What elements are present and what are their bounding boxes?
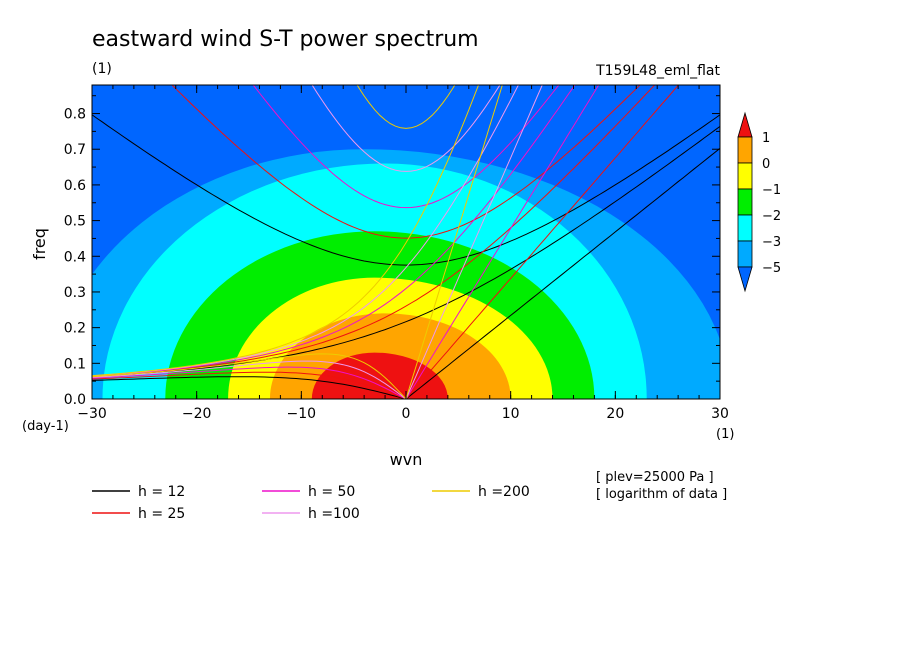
legend-label: h =200 [478, 484, 530, 500]
dispersion-curve-h200-0 [405, 85, 503, 399]
note-logarithm: [ logarithm of data ] [596, 487, 727, 502]
colorbar-top-triangle [737, 111, 753, 138]
colorbar-bottom-triangle [737, 266, 753, 293]
y-tick-label: 0.6 [64, 178, 86, 194]
dispersion-curve-h12-1 [92, 125, 720, 378]
x-tick-label: 30 [711, 406, 729, 422]
y-tick-label: 0.0 [64, 392, 86, 408]
y-tick-label: 0.8 [64, 107, 86, 123]
dispersion-curve-h100-1 [92, 85, 519, 377]
x-tick-label: 0 [402, 406, 411, 422]
x-ticks: −30 −20 −10 0 10 20 30 [77, 85, 729, 422]
experiment-label: T159L48_eml_flat [595, 63, 720, 79]
note-plev: [ plev=25000 Pa ] [596, 470, 714, 485]
dispersion-curve-h100-0 [405, 85, 543, 399]
dispersion-curve-h50-0 [405, 85, 600, 399]
dispersion-curve-h50-3 [252, 85, 560, 209]
colorbar-label: 1 [762, 131, 770, 146]
contour-region-6 [311, 352, 448, 399]
dispersion-curve-h25-2 [92, 371, 407, 399]
legend-label: h = 25 [138, 506, 185, 522]
dispersion-curve-h200-2 [92, 353, 407, 399]
dispersion-curve-h50-2 [92, 366, 407, 399]
units-label: (1) [92, 61, 112, 77]
y-tick-label: 0.7 [64, 142, 86, 158]
x-tick-label: −20 [182, 406, 212, 422]
y-ticks: 0.0 0.1 0.2 0.3 0.4 0.5 0.6 0.7 0.8 [64, 95, 720, 408]
colorbar-segment [737, 188, 753, 216]
colorbar-label: −3 [762, 235, 781, 250]
legend: h = 12 h = 25 h = 50 h =100 h =200 [92, 484, 530, 522]
y-tick-label: 0.4 [64, 249, 86, 265]
colorbar: 1 0 −1 −2 −3 −5 [737, 111, 781, 293]
x-tick-label: 20 [606, 406, 624, 422]
x-tick-label: 10 [502, 406, 520, 422]
colorbar-label: −5 [762, 261, 781, 276]
colorbar-label: −2 [762, 209, 781, 224]
colorbar-segment [737, 136, 753, 164]
dispersion-curve-h200-3 [356, 85, 456, 129]
dispersion-curve-h12-3 [92, 114, 720, 266]
y-tick-label: 0.1 [64, 356, 86, 372]
colorbar-label: −1 [762, 183, 781, 198]
legend-label: h = 50 [308, 484, 355, 500]
dispersion-curve-h100-3 [311, 85, 501, 172]
legend-label: h = 12 [138, 484, 185, 500]
colorbar-label: 0 [762, 157, 770, 172]
colorbar-segment [737, 162, 753, 190]
y-tick-label: 0.2 [64, 321, 86, 337]
dispersion-curve-h50-1 [92, 85, 576, 377]
x-tick-label: −10 [287, 406, 317, 422]
legend-label: h =100 [308, 506, 360, 522]
dispersion-curve-h200-1 [92, 85, 480, 377]
dispersion-curve-h25-3 [171, 85, 641, 239]
y-tick-label: 0.3 [64, 285, 86, 301]
dispersion-curve-h12-2 [92, 376, 407, 399]
dispersion-curves [92, 85, 720, 399]
colorbar-segment [737, 240, 753, 268]
colorbar-segment [737, 214, 753, 242]
x-unit-label: (1) [716, 427, 734, 442]
y-tick-label: 0.5 [64, 214, 86, 230]
x-axis-label: wvn [390, 450, 423, 469]
dispersion-curve-h25-1 [92, 85, 656, 377]
y-unit-label: (day-1) [22, 419, 69, 434]
dispersion-curve-h25-0 [405, 85, 680, 399]
contour-regions [92, 85, 720, 399]
y-axis-label: freq [30, 228, 49, 260]
dispersion-curve-h100-2 [92, 360, 407, 399]
dispersion-curve-h12-0 [405, 147, 720, 399]
chart-title: eastward wind S-T power spectrum [92, 27, 479, 52]
x-tick-label: −30 [77, 406, 107, 422]
